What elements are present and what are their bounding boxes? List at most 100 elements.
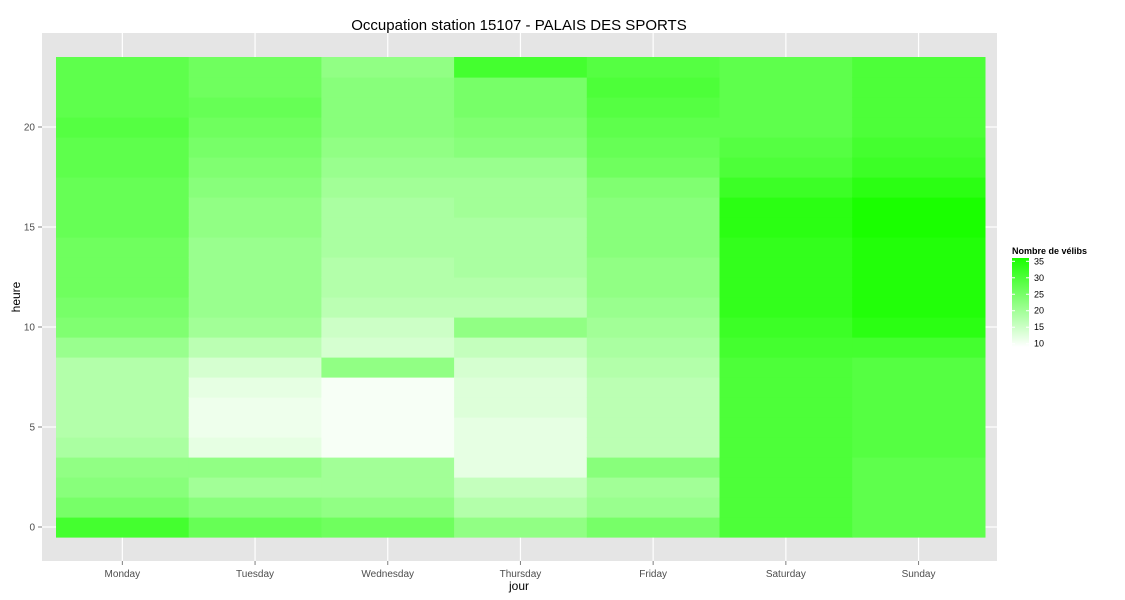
heatmap-tile [188,517,322,538]
heatmap-tile [586,217,721,238]
heatmap-tile [454,477,588,498]
x-tick-label: Saturday [766,569,806,580]
heatmap-tile [852,517,986,538]
heatmap-tile [719,357,853,378]
heatmap-tile [719,417,853,438]
heatmap-tile [321,137,455,158]
heatmap-tile [454,177,588,198]
x-tick-label: Monday [105,569,141,580]
heatmap-tile [852,157,986,178]
heatmap-tile [586,237,721,258]
legend-colorbar [1012,258,1029,347]
heatmap-tile [56,497,190,518]
heatmap-tile [454,277,588,298]
heatmap-tile [719,217,853,238]
heatmap-tile [852,497,986,518]
heatmap-tile [188,217,322,238]
heatmap-tile [454,437,588,458]
heatmap-tile [586,417,721,438]
legend-label: 15 [1034,322,1044,332]
y-tick-label: 10 [24,323,36,334]
heatmap-tile [719,517,853,538]
legend-label: 20 [1034,306,1044,316]
heatmap-tile [852,457,986,478]
heatmap-tile [321,217,455,238]
legend-label: 10 [1034,339,1044,349]
heatmap-tile [321,417,455,438]
heatmap-tile [321,337,455,358]
heatmap-tile [188,477,322,498]
heatmap-tile [56,457,190,478]
heatmap-tile [586,177,721,198]
heatmap-tile [586,477,721,498]
heatmap-tile [56,217,190,238]
heatmap-tile [321,297,455,318]
heatmap-tile [586,117,721,138]
heatmap-tile [321,397,455,418]
heatmap-tile [852,397,986,418]
heatmap-tile [454,237,588,258]
heatmap-tile [454,197,588,218]
heatmap-tile [852,77,986,98]
heatmap-tile [852,317,986,338]
heatmap-tile [586,377,721,398]
heatmap-tile [586,257,721,278]
heatmap-tile [454,417,588,438]
heatmap-tile [321,57,455,78]
heatmap-tile [56,397,190,418]
heatmap-tile [586,397,721,418]
heatmap-tile [188,357,322,378]
heatmap-tile [188,57,322,78]
heatmap-tile [188,337,322,358]
heatmap-tile [188,157,322,178]
y-tick-label: 5 [29,423,35,434]
heatmap-tile [321,277,455,298]
heatmap-tile [56,517,190,538]
heatmap-tile [56,357,190,378]
heatmap-tile [719,317,853,338]
heatmap-tile [852,97,986,118]
heatmap-tile [188,137,322,158]
heatmap-tile [321,437,455,458]
heatmap-tile [852,177,986,198]
heatmap-tile [719,197,853,218]
heatmap-tile [56,137,190,158]
heatmap-tile [188,297,322,318]
heatmap-tile [719,477,853,498]
legend-label: 25 [1034,289,1044,299]
heatmap-tile [852,437,986,458]
heatmap-tile [321,117,455,138]
heatmap-tile [586,357,721,378]
heatmap-tile [719,457,853,478]
heatmap-tile [454,157,588,178]
heatmap-tile [852,277,986,298]
heatmap-tile [454,397,588,418]
heatmap-tile [719,377,853,398]
heatmap-tile [188,317,322,338]
heatmap-tile [321,477,455,498]
heatmap-tile [454,137,588,158]
heatmap-tile [56,57,190,78]
heatmap-tile [586,437,721,458]
heatmap-tile [852,217,986,238]
y-tick-label: 20 [24,123,36,134]
heatmap-tile [719,337,853,358]
heatmap-tile [586,337,721,358]
heatmap-tile [454,257,588,278]
heatmap-tile [719,137,853,158]
heatmap-tile [321,517,455,538]
heatmap-tile [586,517,721,538]
heatmap-tile [454,497,588,518]
heatmap-tile [586,457,721,478]
heatmap-tile [56,437,190,458]
heatmap-tile [188,377,322,398]
y-axis-title: heure [9,281,23,312]
heatmap-tile [321,257,455,278]
x-tick-label: Tuesday [236,569,274,580]
heatmap-tile [852,117,986,138]
heatmap-tile [852,477,986,498]
heatmap-tile [321,457,455,478]
heatmap-tile [56,97,190,118]
heatmap-tile [852,137,986,158]
legend: Nombre de vélibs 35 30 25 20 15 10 [1012,246,1087,349]
